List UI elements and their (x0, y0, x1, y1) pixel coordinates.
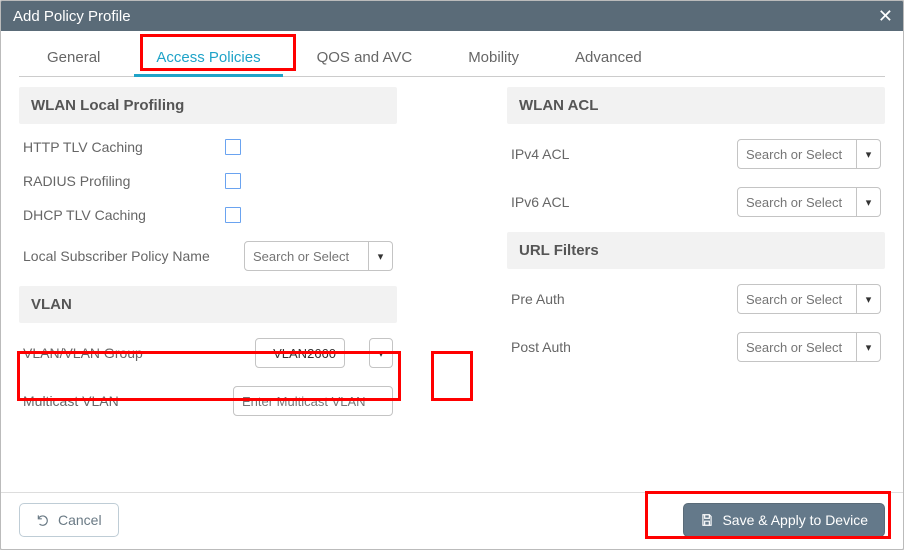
label-http-tlv: HTTP TLV Caching (23, 139, 225, 155)
label-local-sub-policy: Local Subscriber Policy Name (23, 248, 225, 264)
save-icon (700, 513, 714, 527)
label-radius-profiling: RADIUS Profiling (23, 173, 225, 189)
tab-mobility[interactable]: Mobility (440, 41, 547, 76)
right-column: WLAN ACL IPv4 ACL IPv6 ACL (507, 87, 885, 486)
save-apply-button[interactable]: Save & Apply to Device (683, 503, 885, 537)
chevron-down-icon[interactable] (369, 338, 393, 368)
label-dhcp-tlv: DHCP TLV Caching (23, 207, 225, 223)
checkbox-http-tlv[interactable] (225, 139, 241, 155)
section-wlan-acl: WLAN ACL (507, 87, 885, 124)
label-multicast-vlan: Multicast VLAN (23, 393, 225, 409)
select-preauth[interactable] (737, 284, 857, 314)
tab-qos-avc[interactable]: QOS and AVC (289, 41, 441, 76)
row-http-tlv: HTTP TLV Caching (19, 130, 397, 164)
label-postauth: Post Auth (511, 339, 670, 355)
row-ipv6-acl: IPv6 ACL (507, 178, 885, 226)
close-icon[interactable]: ✕ (878, 6, 893, 27)
checkbox-radius-profiling[interactable] (225, 173, 241, 189)
select-ipv6-acl[interactable] (737, 187, 857, 217)
section-wlan-local-profiling: WLAN Local Profiling (19, 87, 397, 124)
section-vlan: VLAN (19, 286, 397, 323)
tab-general[interactable]: General (19, 41, 128, 76)
chevron-down-icon[interactable] (857, 187, 881, 217)
input-vlan-group[interactable] (255, 338, 345, 368)
titlebar: Add Policy Profile ✕ (1, 1, 903, 31)
chevron-down-icon[interactable] (857, 139, 881, 169)
row-preauth: Pre Auth (507, 275, 885, 323)
chevron-down-icon[interactable] (857, 284, 881, 314)
chevron-down-icon[interactable] (369, 241, 393, 271)
input-multicast-vlan[interactable] (233, 386, 393, 416)
label-ipv4-acl: IPv4 ACL (511, 146, 670, 162)
row-dhcp-tlv: DHCP TLV Caching (19, 198, 397, 232)
row-ipv4-acl: IPv4 ACL (507, 130, 885, 178)
left-column: WLAN Local Profiling HTTP TLV Caching RA… (19, 87, 397, 486)
row-radius-profiling: RADIUS Profiling (19, 164, 397, 198)
select-local-sub-policy[interactable] (244, 241, 369, 271)
select-ipv4-acl[interactable] (737, 139, 857, 169)
chevron-down-icon[interactable] (857, 332, 881, 362)
undo-icon (36, 513, 50, 527)
section-url-filters: URL Filters (507, 232, 885, 269)
row-vlan-group: VLAN/VLAN Group (19, 329, 397, 377)
content: WLAN Local Profiling HTTP TLV Caching RA… (1, 77, 903, 492)
window-title: Add Policy Profile (13, 8, 131, 25)
cancel-button[interactable]: Cancel (19, 503, 119, 537)
label-preauth: Pre Auth (511, 291, 670, 307)
select-postauth[interactable] (737, 332, 857, 362)
modal: Add Policy Profile ✕ General Access Poli… (0, 0, 904, 550)
row-local-sub-policy: Local Subscriber Policy Name (19, 232, 397, 280)
checkbox-dhcp-tlv[interactable] (225, 207, 241, 223)
tab-access-policies[interactable]: Access Policies (128, 41, 288, 76)
footer: Cancel Save & Apply to Device (1, 492, 903, 549)
row-postauth: Post Auth (507, 323, 885, 371)
label-ipv6-acl: IPv6 ACL (511, 194, 670, 210)
row-multicast-vlan: Multicast VLAN (19, 377, 397, 425)
tab-advanced[interactable]: Advanced (547, 41, 670, 76)
tabs: General Access Policies QOS and AVC Mobi… (19, 41, 885, 77)
label-vlan-group: VLAN/VLAN Group (23, 345, 225, 361)
